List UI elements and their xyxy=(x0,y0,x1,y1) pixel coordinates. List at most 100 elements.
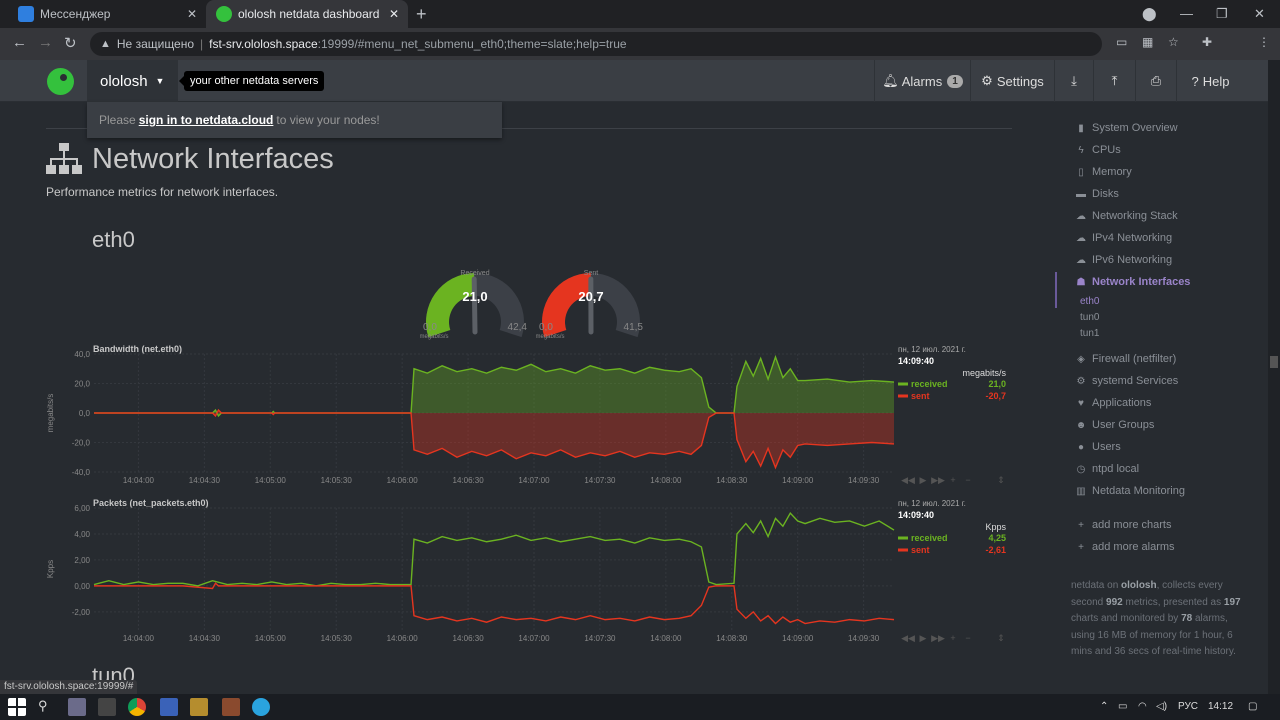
sidebar-item[interactable]: ◷ ntpd local xyxy=(1075,463,1139,475)
hostname-dropdown[interactable]: ololosh ▼ xyxy=(87,60,178,102)
zoom-out-button[interactable]: − xyxy=(965,633,970,643)
taskbar-app-icon[interactable] xyxy=(190,698,208,716)
reload-button[interactable]: ↻ xyxy=(64,35,77,52)
close-icon[interactable]: ✕ xyxy=(186,7,198,21)
sidebar-item[interactable]: ▮ System Overview xyxy=(1075,122,1177,134)
sidebar-item[interactable]: ϟ CPUs xyxy=(1075,144,1120,156)
heartbeat-icon: ♥ xyxy=(1078,397,1084,409)
tab-netdata[interactable]: ololosh netdata dashboard ✕ xyxy=(206,0,408,28)
window-close-button[interactable]: ✕ xyxy=(1254,6,1265,21)
qr-code-icon[interactable]: ▦ xyxy=(1142,35,1154,49)
received-gauge[interactable]: Received 21,0 0,0 42,4 megabits/s xyxy=(420,268,530,340)
legend-series-name[interactable]: sent xyxy=(911,391,930,401)
sidebar-subitem[interactable]: tun1 xyxy=(1080,328,1100,339)
sidebar-item[interactable]: + add more charts xyxy=(1075,519,1171,531)
forward-button[interactable]: ▶▶ xyxy=(931,633,945,643)
series-line-sent xyxy=(94,582,895,625)
resize-handle[interactable]: ⇕ xyxy=(997,475,1005,485)
url-input[interactable]: ▲ Не защищено | fst-srv.ololosh.space :1… xyxy=(90,32,1102,56)
network-icon[interactable]: ▭ xyxy=(1118,701,1128,712)
calculator-icon[interactable] xyxy=(98,698,116,716)
x-tick-label: 14:08:00 xyxy=(650,634,682,643)
warning-icon[interactable]: ▲ xyxy=(100,38,111,50)
maximize-button[interactable]: ❐ xyxy=(1216,6,1228,21)
language-indicator[interactable]: РУС xyxy=(1178,701,1199,712)
sidebar-item[interactable]: ▥ Netdata Monitoring xyxy=(1075,485,1185,497)
volume-icon[interactable]: ◁) xyxy=(1156,701,1168,712)
play-button[interactable]: ▶ xyxy=(920,633,927,643)
scrollbar-thumb[interactable] xyxy=(1270,356,1278,368)
upload-button[interactable]: ⤒ xyxy=(1093,60,1135,102)
notifications-icon[interactable]: ▢ xyxy=(1248,701,1258,712)
url-separator: | xyxy=(200,37,204,51)
bandwidth-chart[interactable]: Bandwidth (net.eth0) megabits/s 40,0 20,0 0,… xyxy=(44,340,1044,492)
legend-series-name[interactable]: sent xyxy=(911,545,930,555)
back-button[interactable]: ← xyxy=(12,34,27,51)
wifi-icon[interactable]: ◠ xyxy=(1138,701,1147,712)
gauge-min: 0,0 xyxy=(539,322,553,333)
legend-series-name[interactable]: received xyxy=(911,533,948,543)
chrome-icon[interactable] xyxy=(128,698,146,716)
zoom-in-button[interactable]: + xyxy=(950,475,955,485)
telegram-icon[interactable] xyxy=(252,698,270,716)
cloud-signin-link[interactable]: sign in to netdata.cloud xyxy=(138,113,274,127)
taskbar-app-icon[interactable] xyxy=(222,698,240,716)
minimize-button[interactable]: — xyxy=(1180,6,1193,21)
sent-gauge[interactable]: Sent 20,7 0,0 41,5 megabits/s xyxy=(536,268,646,340)
page-scrollbar[interactable] xyxy=(1268,60,1280,694)
packets-chart[interactable]: Packets (net_packets.eth0) Kpps 6,00 4,00 2,… xyxy=(44,494,1044,650)
sidebar-item[interactable]: ● Users xyxy=(1075,441,1121,453)
sidebar-item[interactable]: ☻ User Groups xyxy=(1075,419,1155,431)
settings-button[interactable]: ⚙ Settings xyxy=(970,60,1054,102)
sidebar-subitem[interactable]: eth0 xyxy=(1080,296,1100,307)
clock[interactable]: 14:12 xyxy=(1208,701,1234,712)
alarms-button[interactable]: 🔔︎ Alarms 1 xyxy=(874,60,970,102)
new-tab-button[interactable]: + xyxy=(416,4,427,24)
sidebar-item[interactable]: ▯ Memory xyxy=(1075,166,1132,178)
close-icon[interactable]: ✕ xyxy=(388,7,400,21)
zoom-out-button[interactable]: − xyxy=(965,475,970,485)
security-label[interactable]: Не защищено xyxy=(116,37,195,51)
sidebar-item[interactable]: ♥ Applications xyxy=(1075,397,1151,409)
help-button[interactable]: ? Help xyxy=(1176,60,1244,102)
rewind-button[interactable]: ◀◀ xyxy=(901,475,915,485)
profile-dropdown-icon[interactable]: ⬤ xyxy=(1142,6,1157,21)
rewind-button[interactable]: ◀◀ xyxy=(901,633,915,643)
extensions-icon[interactable]: ✚ xyxy=(1202,35,1213,49)
caret-down-icon: ▼ xyxy=(155,76,165,86)
cast-icon[interactable]: ▭ xyxy=(1116,35,1128,49)
sidebar-item-label: add more charts xyxy=(1092,519,1172,531)
sidebar-item[interactable]: ☁ Networking Stack xyxy=(1075,210,1178,222)
forward-button[interactable]: → xyxy=(38,34,53,51)
tray-arrow-icon[interactable]: ⌃ xyxy=(1100,701,1109,712)
y-tick-label: -40,0 xyxy=(72,468,91,477)
legend-series-name[interactable]: received xyxy=(911,379,948,389)
gauge-units: megabits/s xyxy=(536,334,565,340)
print-button[interactable]: ⎙ xyxy=(1135,60,1176,102)
zoom-in-button[interactable]: + xyxy=(950,633,955,643)
windows-start-icon[interactable] xyxy=(8,698,26,716)
plus-icon: + xyxy=(1078,519,1084,531)
resize-handle[interactable]: ⇕ xyxy=(997,633,1005,643)
sidebar-item[interactable]: + add more alarms xyxy=(1075,541,1174,553)
netdata-logo-icon[interactable] xyxy=(47,68,74,95)
taskbar-app-icon[interactable] xyxy=(68,698,86,716)
forward-button[interactable]: ▶▶ xyxy=(931,475,945,485)
sidebar-item[interactable]: ▬ Disks xyxy=(1075,188,1119,200)
sidebar-item[interactable]: ☁ IPv4 Networking xyxy=(1075,232,1172,244)
sidebar-item[interactable]: ⚙ systemd Services xyxy=(1075,375,1179,387)
sidebar-subitem[interactable]: tun0 xyxy=(1080,312,1100,323)
play-button[interactable]: ▶ xyxy=(920,475,927,485)
sidebar-item[interactable]: ◈ Firewall (netfilter) xyxy=(1075,353,1176,365)
download-button[interactable]: ⤓ xyxy=(1054,60,1093,102)
gauge-fill xyxy=(542,273,591,338)
y-tick-label: 0,00 xyxy=(74,582,90,591)
sidebar-item[interactable]: ☁ IPv6 Networking xyxy=(1075,254,1172,266)
search-icon[interactable]: ⚲ xyxy=(38,698,48,713)
question-circle-icon: ? xyxy=(1191,73,1199,89)
sidebar-item[interactable]: ☗ Network Interfaces xyxy=(1075,276,1191,288)
tab-messenger[interactable]: Мессенджер ✕ xyxy=(8,0,206,28)
menu-icon[interactable]: ⋮ xyxy=(1258,35,1270,49)
save-icon[interactable] xyxy=(160,698,178,716)
bookmark-star-icon[interactable]: ☆ xyxy=(1168,35,1179,49)
